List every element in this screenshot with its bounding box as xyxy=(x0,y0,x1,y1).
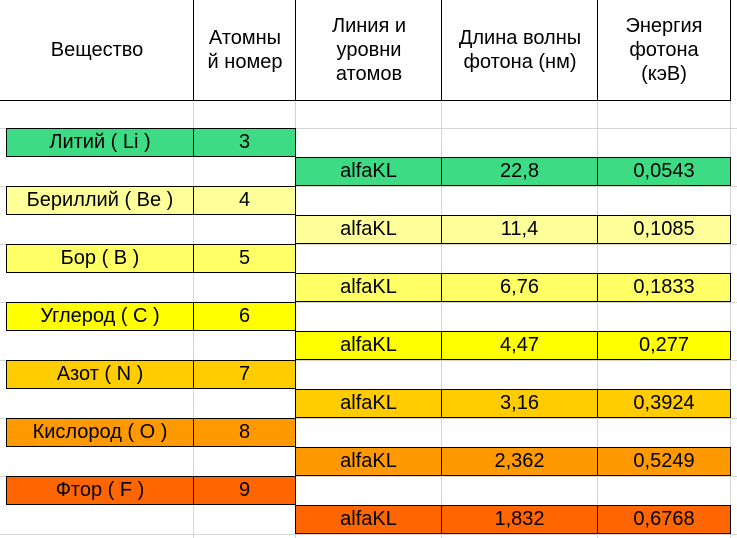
element-name-cell: Литий ( Li ) xyxy=(6,128,194,157)
atomic-number-cell: 7 xyxy=(193,360,296,389)
header-line: фотона xyxy=(629,39,699,61)
line-cell: alfaKL xyxy=(295,215,442,244)
gridline xyxy=(441,0,442,538)
header-line: Энергия xyxy=(625,15,703,37)
gridline xyxy=(730,0,731,538)
gridline xyxy=(0,244,737,245)
line-cell: alfaKL xyxy=(295,505,442,534)
header-line: Длина волны xyxy=(458,27,582,49)
wavelength-cell: 11,4 xyxy=(441,215,598,244)
header-line-levels: Линия и уровни атомов xyxy=(295,0,442,101)
wavelength-cell: 1,832 xyxy=(441,505,598,534)
line-cell: alfaKL xyxy=(295,331,442,360)
header-energy-text: Энергия фотона (кэВ) xyxy=(626,14,703,86)
gridline xyxy=(0,360,737,361)
header-wavelength-text: Длина волны фотона (нм) xyxy=(459,26,581,74)
atomic-number-cell: 9 xyxy=(193,476,296,505)
gridline xyxy=(0,476,737,477)
element-name-cell: Бор ( B ) xyxy=(6,244,194,273)
energy-cell: 0,6768 xyxy=(597,505,731,534)
header-substance-label: Вещество xyxy=(50,39,144,61)
header-substance: Вещество xyxy=(0,0,194,101)
element-name-cell: Азот ( N ) xyxy=(6,360,194,389)
header-line-levels-text: Линия и уровни атомов xyxy=(332,14,406,86)
element-name-cell: Кислород ( O ) xyxy=(6,418,194,447)
gridline xyxy=(0,128,737,129)
energy-cell: 0,1833 xyxy=(597,273,731,302)
gridline xyxy=(0,534,737,535)
atomic-number-cell: 3 xyxy=(193,128,296,157)
atomic-number-cell: 4 xyxy=(193,186,296,215)
wavelength-cell: 4,47 xyxy=(441,331,598,360)
header-line: атомов xyxy=(335,63,403,85)
header-line: (кэВ) xyxy=(641,63,687,85)
energy-cell: 0,1085 xyxy=(597,215,731,244)
atomic-number-cell: 6 xyxy=(193,302,296,331)
header-wavelength: Длина волны фотона (нм) xyxy=(441,0,598,101)
atomic-number-cell: 5 xyxy=(193,244,296,273)
line-cell: alfaKL xyxy=(295,447,442,476)
header-line: й номер xyxy=(207,51,283,73)
wavelength-cell: 6,76 xyxy=(441,273,598,302)
energy-cell: 0,0543 xyxy=(597,157,731,186)
line-cell: alfaKL xyxy=(295,157,442,186)
gridline xyxy=(597,0,598,538)
gridline xyxy=(0,302,737,303)
header-line: уровни xyxy=(336,39,402,61)
line-cell: alfaKL xyxy=(295,389,442,418)
header-line: Линия и xyxy=(331,15,407,37)
energy-cell: 0,5249 xyxy=(597,447,731,476)
gridline xyxy=(0,418,737,419)
wavelength-cell: 2,362 xyxy=(441,447,598,476)
energy-cell: 0,277 xyxy=(597,331,731,360)
wavelength-cell: 22,8 xyxy=(441,157,598,186)
line-cell: alfaKL xyxy=(295,273,442,302)
atomic-number-cell: 8 xyxy=(193,418,296,447)
element-name-cell: Углерод ( C ) xyxy=(6,302,194,331)
header-atomic-number-text: Атомны й номер xyxy=(208,26,283,74)
header-line: Атомны xyxy=(208,27,282,49)
gridline xyxy=(0,186,737,187)
energy-cell: 0,3924 xyxy=(597,389,731,418)
header-energy: Энергия фотона (кэВ) xyxy=(597,0,731,101)
element-name-cell: Бериллий ( Be ) xyxy=(6,186,194,215)
element-name-cell: Фтор ( F ) xyxy=(6,476,194,505)
header-line: фотона (нм) xyxy=(463,51,577,73)
header-atomic-number: Атомны й номер xyxy=(193,0,296,101)
wavelength-cell: 3,16 xyxy=(441,389,598,418)
